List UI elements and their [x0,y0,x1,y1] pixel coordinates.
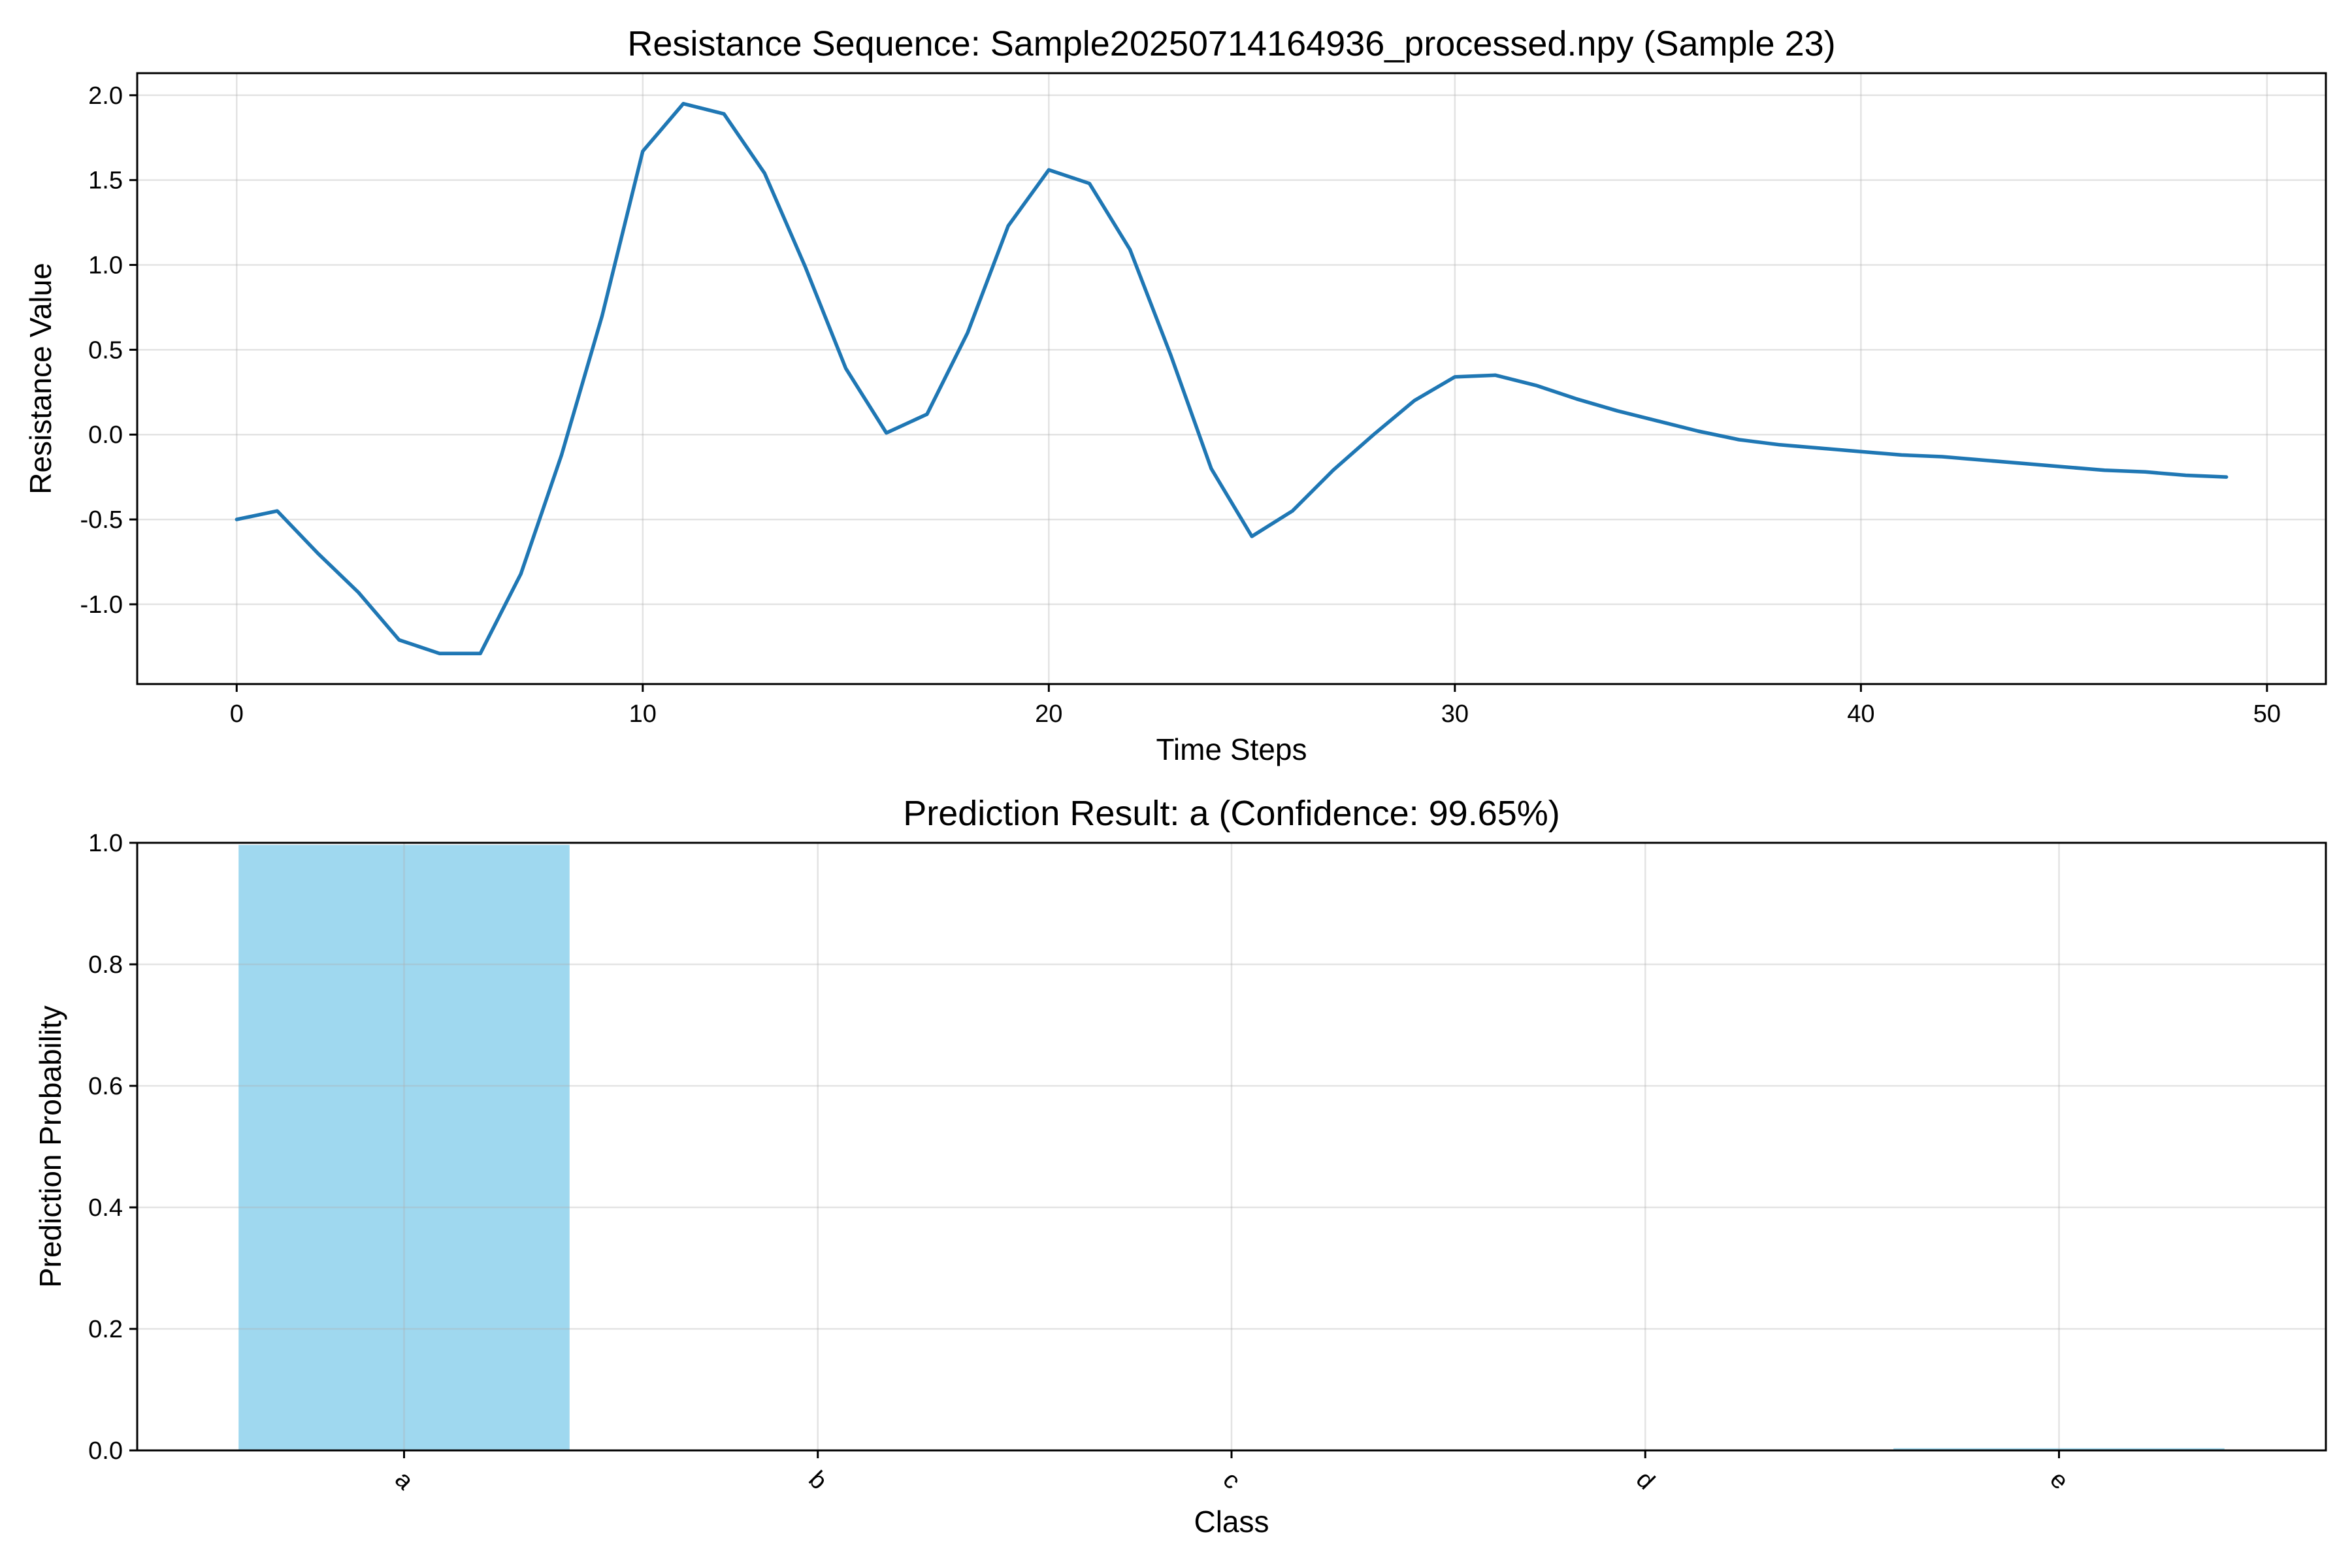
bar-chart-y-axis-label: Prediction Probability [33,1005,67,1288]
bar-chart-y-tick-label: 0.0 [88,1437,123,1465]
bar-chart-y-ticks: 0.0 0.2 0.4 0.6 0.8 1.0 [88,830,137,1465]
line-chart-x-tick-label: 40 [1847,700,1874,728]
line-chart-panel: Resistance Sequence: Sample2025071416493… [24,24,2327,766]
bar-a [238,845,570,1450]
bar-chart-panel: Prediction Result: a (Confidence: 99.65%… [33,794,2327,1539]
line-chart-x-ticks: 0 10 20 30 40 50 [230,684,2281,728]
line-chart-axes-frame [136,72,2327,685]
bar-e [1893,1448,2225,1450]
line-chart-title: Resistance Sequence: Sample2025071416493… [627,24,1835,63]
bar-chart-title: Prediction Result: a (Confidence: 99.65%… [903,794,1560,833]
resistance-series-line [235,101,2229,656]
line-chart-y-tick-label: 0.0 [88,421,123,449]
line-chart-grid [137,73,2326,684]
line-chart-x-tick-label: 10 [629,700,657,728]
line-chart-x-axis-label: Time Steps [1156,732,1307,766]
line-chart-y-ticks: -1.0 -0.5 0.0 0.5 1.0 1.5 2.0 [80,82,137,619]
line-chart-y-tick-label: -1.0 [80,591,123,619]
bar-chart-y-tick-label: 1.0 [88,830,123,857]
line-chart-x-tick-label: 0 [230,700,244,728]
bar-chart-y-tick-label: 0.2 [88,1316,123,1343]
line-chart-y-tick-label: 1.5 [88,167,123,195]
line-chart-y-tick-label: 1.0 [88,252,123,279]
line-chart-y-axis-label: Resistance Value [24,263,57,495]
line-chart-x-tick-label: 50 [2253,700,2281,728]
bar-chart-y-tick-label: 0.4 [88,1194,123,1222]
line-chart-y-tick-label: -0.5 [80,506,123,534]
line-chart-y-tick-label: 0.5 [88,336,123,364]
bar-chart-bars [238,845,2225,1450]
bar-chart-x-axis-label: Class [1194,1505,1269,1539]
line-chart-x-tick-label: 30 [1441,700,1469,728]
line-chart-x-tick-label: 20 [1035,700,1062,728]
bar-chart-y-tick-label: 0.8 [88,951,123,979]
line-chart-y-tick-label: 2.0 [88,82,123,110]
bar-chart-y-tick-label: 0.6 [88,1073,123,1100]
